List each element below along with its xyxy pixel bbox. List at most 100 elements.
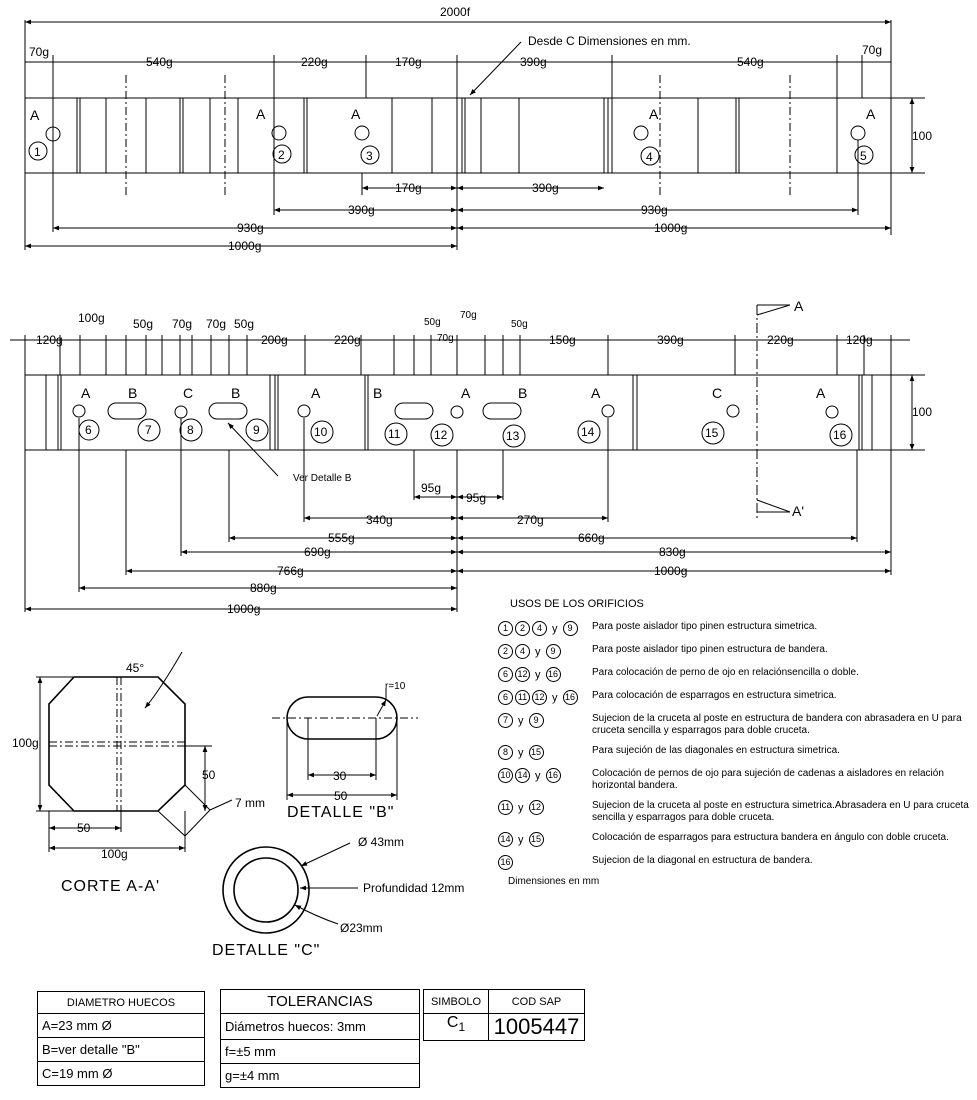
diametro-row: B=ver detalle "B" [37,1037,205,1062]
usos-row: 2 4 y 9 Para poste aislador tipo pinen estru… [498,642,973,659]
slot-B-11 [394,402,434,420]
dim-top-2: 220g [301,55,328,69]
hole-number-13: 13 [506,429,520,443]
corte-width: 100g [101,847,128,861]
dim-low-3: 930g [641,203,668,217]
dim-b-3: 70g [172,317,192,331]
usos-conjunction: y [535,769,541,782]
simbolo-sub: 1 [458,1020,466,1035]
dim-bl-0: 95g [421,481,441,495]
corte-half-h: 50 [202,768,216,782]
hole-number-badge: 7 [498,713,513,728]
usos-conjunction: y [518,714,524,727]
dim-top-0: 70g [29,45,49,59]
simbolo-value: C1 [423,1013,489,1041]
detalle-c-depth: Profundidad 12mm [363,881,464,895]
usos-footer: Dimensiones en mm [508,876,600,887]
hole-number-badge: 12 [532,690,547,705]
hole-number-badge: 16 [545,768,561,783]
hole-number-badge: 11 [498,800,513,815]
section-mark-a: A [794,298,804,314]
usos-row: 1 2 4 y 9 Para poste aislador tipo pinen estr… [498,619,973,636]
dim-b-14: 220g [767,333,794,347]
hole-letter-3: A [351,106,361,122]
hole-letter-11: B [373,385,382,401]
usos-symbols: 6 11 12 y 16 [498,688,592,705]
detalle-b-title: DETALLE "B" [287,804,394,821]
slot-B-13 [482,402,522,420]
dim-low-4: 930g [237,221,264,235]
hole-number-4: 4 [646,150,653,164]
hole-number-3: 3 [366,149,373,163]
dim-bl-9: 1000g [654,564,687,578]
dim-bl-10: 880g [250,581,277,595]
dim-top-1: 540g [146,55,173,69]
hole-number-badge: 2 [515,621,530,636]
hole-letter-6: A [81,385,91,401]
hole-number-15: 15 [705,426,719,440]
usos-conjunction: y [552,691,558,704]
detalle-c [222,842,358,934]
hole-number-badge: 10 [498,768,513,783]
simbolo-letter: C [446,1014,459,1031]
dim-b-0: 120g [36,333,63,347]
note-desde-c: Desde C Dimensiones en mm. [528,34,691,48]
hole-A-5 [850,125,866,141]
usos-text: Sujecion de la cruceta al poste en estru… [592,800,969,823]
usos-conjunction: y [535,668,541,681]
slot-B-7 [107,402,147,420]
elevation-top [24,19,925,250]
diametro-row: A=23 mm Ø [37,1013,205,1038]
hole-A-3 [354,125,370,141]
hole-letter-16: A [816,385,826,401]
detalle-c-text: Ø 43mm Profundidad 12mm Ø23mm DETALLE "C… [212,835,464,959]
corte-height: 100g [12,736,39,750]
hole-number-12: 12 [434,428,448,442]
sap-value: 1005447 [488,1013,585,1041]
simbolo-header: SIMBOLO [423,989,489,1014]
dim-low-2: 390g [348,203,375,217]
diametro-header: DIAMETRO HUECOS [37,991,205,1014]
usos-symbols: 16 [498,853,592,870]
hole-letter-1: A [30,107,40,123]
hole-number-7: 7 [145,423,152,437]
hole-number-badge: 6 [498,667,513,682]
dim-top-6: 70g [862,43,882,57]
dim-bl-6: 690g [304,545,331,559]
dim-bl-7: 830g [659,545,686,559]
dim-b-10: 70g [460,310,477,321]
usos-row: 7 y 9 Sujecion de la cruceta al poste en es… [498,711,973,737]
detail-b-ref: Ver Detalle B [293,473,352,484]
usos-row: 16 Sujecion de la diagonal en estructura … [498,853,973,870]
dim-b-9: 70g [437,333,454,344]
slot-B-9 [208,402,248,420]
hole-number-badge: 9 [545,644,561,659]
dim-b-2: 50g [133,317,153,331]
hole-number-badge: 16 [562,690,578,705]
usos-text: Para poste aislador tipo pinen estructur… [592,621,818,632]
dim-top-4: 390g [520,55,547,69]
hole-letter-8: C [183,385,193,401]
dim-low-6: 1000g [228,239,261,253]
corte-half-w: 50 [77,821,91,835]
height-dim-top: 100 [912,129,932,143]
dim-top-5: 540g [737,55,764,69]
usos-conjunction: y [552,622,558,635]
dim-b-1: 100g [78,311,105,325]
usos-conjunction: y [518,801,524,814]
table-tolerancias: TOLERANCIAS Diámetros huecos: 3mm f=±5 m… [220,989,420,1088]
hole-A-2 [271,125,287,141]
usos-text: Colocación de esparragos para estructura… [592,832,949,843]
hole-letter-4: A [649,106,659,122]
hole-number-1: 1 [34,145,41,159]
usos-text: Sujecion de la cruceta al poste en estru… [592,713,962,736]
hole-number-badge: 8 [498,745,513,760]
usos-text: Para poste aislador tipo pinen estructur… [592,644,828,655]
dim-b-7: 220g [334,333,361,347]
dim-bl-2: 340g [366,513,393,527]
hole-number-badge: 2 [498,644,513,659]
tolerancias-header: TOLERANCIAS [220,989,420,1014]
